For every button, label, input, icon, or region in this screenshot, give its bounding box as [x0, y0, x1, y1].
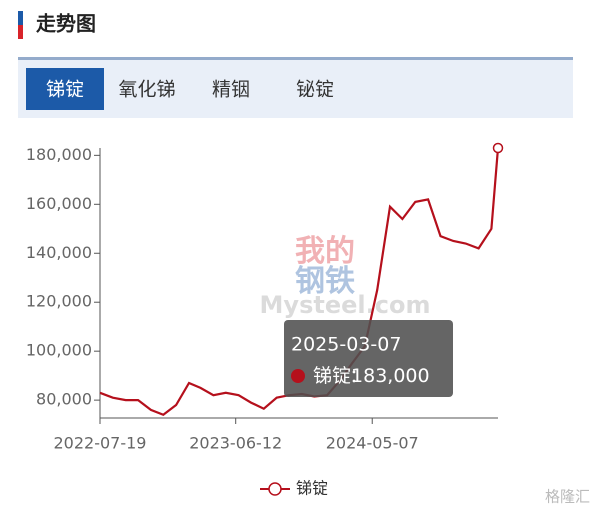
tab[interactable]: 铋锭 — [296, 79, 334, 101]
title: 走势图 — [36, 12, 96, 36]
y-tick-label: 100,000 — [26, 341, 92, 360]
y-tick-label: 80,000 — [36, 390, 92, 409]
x-tick-label: 2022-07-19 — [54, 434, 147, 453]
y-tick-label: 120,000 — [26, 292, 92, 311]
highlight-point — [492, 142, 504, 154]
y-tick-label: 160,000 — [26, 194, 92, 213]
legend-marker — [268, 482, 282, 496]
tooltip-date: 2025-03-07 — [291, 334, 401, 356]
watermark: Mysteel.com — [260, 291, 431, 319]
tab-bar-border — [18, 57, 573, 60]
brand-watermark: 格隆汇 — [545, 488, 590, 506]
tab[interactable]: 精铟 — [212, 79, 250, 101]
title-marker — [18, 11, 23, 25]
x-tick-label: 2024-05-07 — [326, 434, 419, 453]
tooltip-dot — [291, 369, 305, 383]
x-tick-label: 2023-06-12 — [189, 434, 282, 453]
tooltip-part: 锑锭 — [313, 365, 351, 387]
colon-dot — [352, 379, 356, 383]
title-marker — [18, 25, 23, 39]
watermark: 我的 — [295, 234, 355, 269]
active-tab[interactable] — [26, 68, 104, 110]
y-tick-label: 180,000 — [26, 145, 92, 164]
colon-dot — [352, 370, 356, 374]
legend-label[interactable]: 锑锭 — [296, 479, 328, 498]
tab[interactable]: 氧化锑 — [118, 79, 175, 101]
y-tick-label: 140,000 — [26, 243, 92, 262]
tooltip-value: 锑锭183,000 — [313, 365, 430, 387]
watermark: 钢铁 — [295, 264, 355, 299]
tab-bar — [18, 57, 573, 118]
tooltip-part: 183,000 — [351, 365, 430, 387]
tab[interactable]: 锑锭 — [46, 79, 84, 101]
tooltip-box — [284, 320, 453, 397]
